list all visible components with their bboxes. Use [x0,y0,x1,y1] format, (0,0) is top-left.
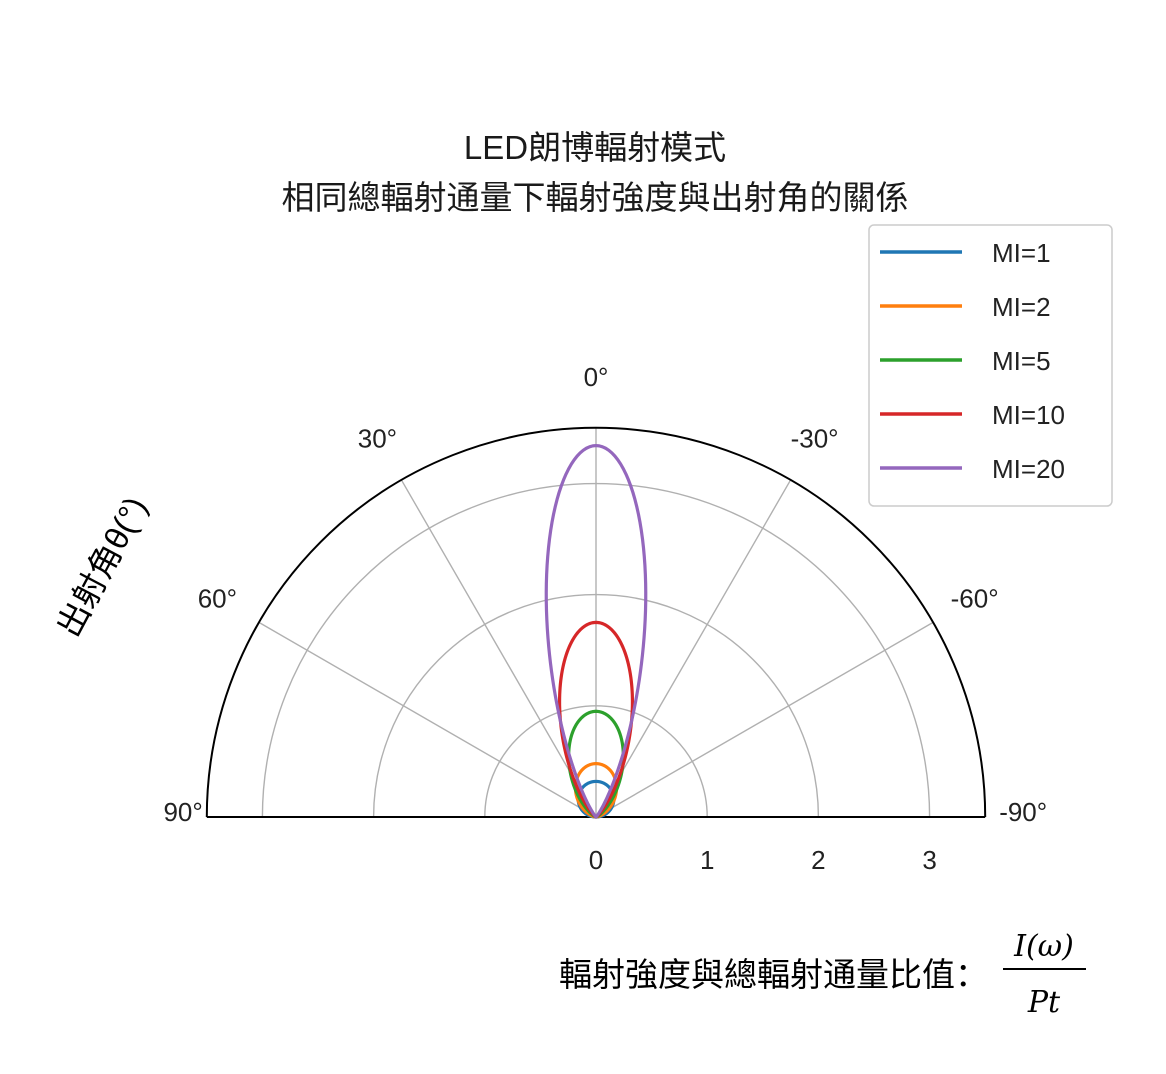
legend-label-mi-20: MI=20 [992,454,1065,484]
tick-labels: 0° 30° -30° 60° -60° 90° -90° 0 1 2 3 [163,362,1047,875]
theta-tick-0: 0° [584,362,609,392]
grid-spoke-30 [400,479,597,818]
theta-tick-90: 90° [163,797,202,827]
theta-axis-label: 出射角θ(°) [50,491,154,643]
legend: MI=1 MI=2 MI=5 MI=10 MI=20 [868,224,1113,507]
theta-tick--90: -90° [999,797,1047,827]
r-tick-3: 3 [922,845,936,875]
r-tick-0: 0 [589,845,603,875]
grid-spoke--60 [595,621,934,818]
polar-grid [205,426,987,818]
r-tick-1: 1 [700,845,714,875]
legend-label-mi-5: MI=5 [992,346,1051,376]
chart-title-line-1: LED朗博輻射模式 [464,129,726,166]
grid-spoke-60 [258,621,597,818]
grid-spoke--30 [595,479,792,818]
series-line-mi-20 [544,443,648,819]
theta-tick--30: -30° [791,423,839,453]
theta-tick--60: -60° [951,583,999,613]
r-axis-label-denominator: Pt [1027,985,1061,1020]
outer-arc [205,426,987,818]
series-lines [544,443,648,819]
legend-label-mi-10: MI=10 [992,400,1065,430]
legend-label-mi-2: MI=2 [992,292,1051,322]
r-axis-label: 輻射強度與總輻射通量比值： [559,956,988,993]
legend-label-mi-1: MI=1 [992,238,1051,268]
series-line-mi-2 [573,762,619,819]
chart-title-line-2: 相同總輻射通量下輻射強度與出射角的關係 [282,179,909,216]
legend-frame [868,224,1113,507]
theta-tick-30: 30° [358,423,397,453]
r-tick-2: 2 [811,845,825,875]
theta-tick-60: 60° [198,583,237,613]
r-axis-label-numerator: I(ω) [1013,929,1074,964]
